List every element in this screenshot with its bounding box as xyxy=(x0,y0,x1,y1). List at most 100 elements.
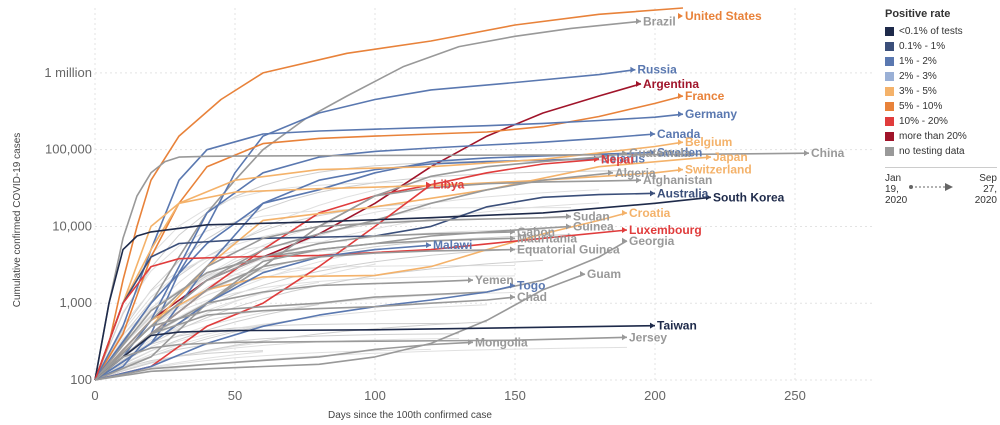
legend-label: 3% - 5% xyxy=(899,86,937,97)
legend-swatch xyxy=(885,27,894,36)
series-end-arrow-russia xyxy=(630,66,636,73)
country-label-united-states: United States xyxy=(685,9,762,23)
series-line-australia xyxy=(94,192,656,381)
series-line-taiwan xyxy=(94,324,656,381)
x-tick-label: 100 xyxy=(364,388,386,403)
country-label-france: France xyxy=(685,89,725,103)
series-line-mongolia xyxy=(94,341,474,381)
background-country-line xyxy=(94,263,376,381)
legend-item: <0.1% of tests xyxy=(885,24,997,39)
legend-item: 3% - 5% xyxy=(885,84,997,99)
country-label-brazil: Brazil xyxy=(643,14,676,28)
y-tick-label: 100,000 xyxy=(45,142,92,157)
series-line-south-korea xyxy=(94,196,712,381)
country-label-jersey: Jersey xyxy=(629,330,667,344)
series-line-china xyxy=(94,152,810,381)
series-end-arrow-croatia xyxy=(622,209,627,216)
legend-item: no testing data xyxy=(885,144,997,159)
background-country-line xyxy=(94,179,432,381)
legend-label: no testing data xyxy=(899,146,965,157)
legend-time-arrow xyxy=(909,173,973,206)
background-country-line xyxy=(94,320,292,381)
legend-label: 2% - 3% xyxy=(899,71,937,82)
legend-items: <0.1% of tests 0.1% - 1% 1% - 2% 2% - 3% 3% … xyxy=(885,24,997,159)
x-tick-label: 250 xyxy=(784,388,806,403)
legend-swatch xyxy=(885,102,894,111)
series-line-georgia xyxy=(94,240,628,381)
legend-item: 1% - 2% xyxy=(885,54,997,69)
legend: Positive rate <0.1% of tests 0.1% - 1% 1% … xyxy=(885,8,997,206)
y-axis-title: Cumulative confirmed COVID-19 cases xyxy=(12,133,23,308)
background-country-line xyxy=(94,247,544,381)
series-line-jersey xyxy=(94,336,628,381)
legend-swatch xyxy=(885,132,894,141)
series-end-arrow-libya xyxy=(426,181,431,188)
country-label-mauritania: Mauritania xyxy=(517,231,577,245)
series-line-gabon xyxy=(94,231,516,381)
series-end-arrow-jersey xyxy=(622,334,627,341)
legend-title: Positive rate xyxy=(885,8,951,20)
x-tick-label: 0 xyxy=(91,388,98,403)
legend-swatch xyxy=(885,117,894,126)
series-line-united-states xyxy=(94,7,684,381)
series-end-arrow-togo xyxy=(510,282,515,289)
country-label-argentina: Argentina xyxy=(643,77,699,91)
time-arrow-icon xyxy=(909,183,954,191)
series-end-arrow-taiwan xyxy=(650,322,655,329)
series-line-belgium xyxy=(94,141,684,381)
country-label-yemen: Yemen xyxy=(475,273,514,287)
y-tick-label: 10,000 xyxy=(52,218,92,233)
series-end-arrow-canada xyxy=(650,130,655,137)
country-label-gabon: Gabon xyxy=(517,225,555,239)
legend-label: 1% - 2% xyxy=(899,56,937,67)
series-line-germany xyxy=(94,113,684,381)
series-end-arrow-gabon xyxy=(510,228,515,235)
legend-swatch xyxy=(885,57,894,66)
legend-swatch xyxy=(885,72,894,81)
series-line-equatorial-guinea xyxy=(94,248,516,381)
chart: United States Brazil RussiaArgentinaFrance… xyxy=(12,7,875,421)
legend-label: 5% - 10% xyxy=(899,101,943,112)
country-labels: United States Brazil RussiaArgentinaFrance… xyxy=(433,9,845,349)
country-label-sudan: Sudan xyxy=(573,209,610,223)
country-label-chad: Chad xyxy=(517,290,547,304)
series-end-arrow-australia xyxy=(650,190,655,197)
country-label-malawi: Malawi xyxy=(433,238,472,252)
background-country-line xyxy=(94,291,516,381)
background-country-line xyxy=(94,322,460,381)
series-line-brazil xyxy=(94,20,642,381)
country-label-australia: Australia xyxy=(657,186,709,200)
series-end-arrow-yemen xyxy=(468,277,473,284)
series-end-arrow-argentina xyxy=(636,80,641,87)
legend-item: 0.1% - 1% xyxy=(885,39,997,54)
series-end-arrow-malawi xyxy=(426,242,431,249)
y-tick-label: 1 million xyxy=(44,65,92,80)
background-country-lines xyxy=(94,159,628,381)
x-axis-title: Days since the 100th confirmed case xyxy=(328,410,492,421)
background-country-line xyxy=(94,346,628,381)
background-country-line xyxy=(94,275,516,381)
series-end-arrow-chad xyxy=(510,294,515,301)
series-end-arrow-luxembourg xyxy=(622,226,627,233)
country-label-libya: Libya xyxy=(433,178,465,192)
y-tick-label: 1,000 xyxy=(59,295,92,310)
series-line-france xyxy=(94,95,684,381)
y-tick-label: 100 xyxy=(70,372,92,387)
legend-item: 5% - 10% xyxy=(885,99,997,114)
legend-label: 10% - 20% xyxy=(899,116,948,127)
series-line-yemen xyxy=(94,279,474,381)
background-country-line xyxy=(94,202,600,381)
series-end-arrow-mongolia xyxy=(468,339,473,346)
series-group xyxy=(94,7,810,381)
series-end-arrow-japan xyxy=(706,154,711,161)
series-line-switzerland xyxy=(94,168,684,381)
country-label-georgia: Georgia xyxy=(629,234,675,248)
series-end-arrow-mauritania xyxy=(510,235,515,242)
background-country-line xyxy=(94,265,516,381)
series-end-arrow-georgia xyxy=(622,237,627,244)
series-end-arrow-afghanistan xyxy=(636,177,641,184)
series-end-arrow-guam xyxy=(580,271,585,278)
series-end-arrow-sudan xyxy=(566,213,571,220)
country-label-afghanistan: Afghanistan xyxy=(643,173,712,187)
legend-swatch xyxy=(885,42,894,51)
